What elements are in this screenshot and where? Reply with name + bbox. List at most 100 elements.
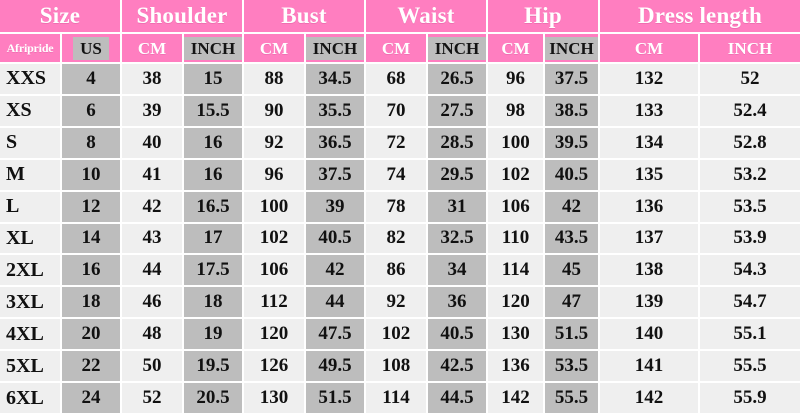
brand-label: Afripride [6,41,54,55]
measurement-cell: 28.5 [428,127,488,158]
header-group-dress-length: Dress length [637,3,762,28]
measurement-cell: 134 [600,127,700,158]
measurement-cell: 100 [244,191,306,222]
measurement-cell: 102 [366,319,428,350]
measurement-cell: 133 [600,95,700,126]
measurement-cell: 120 [244,319,306,350]
measurement-cell: 102 [244,223,306,254]
table-row: M 10 41 16 96 37.5 74 29.5 102 40.5 135 53.2 [0,159,800,192]
measurement-cell: 24 [62,383,122,413]
header-unit-label: CM [634,38,664,58]
measurement-cell: 42 [306,255,366,286]
header-unit-cell-2: CM [122,34,184,62]
measurement-cell: 15 [184,64,244,94]
measurement-cell: 90 [244,95,306,126]
measurement-cell: 42 [122,191,184,222]
table-row: L 12 42 16.5 100 39 78 31 106 42 136 53.5 [0,191,800,224]
measurement-cell: 50 [122,351,184,382]
measurement-cell: 130 [244,383,306,413]
measurement-cell: 6 [62,95,122,126]
measurement-cell: 37.5 [306,159,366,190]
measurement-cell: 40.5 [306,223,366,254]
measurement-cell: 54.3 [700,255,800,286]
measurement-cell: 55.1 [700,319,800,350]
measurement-cell: 106 [488,191,545,222]
measurement-cell: 53.2 [700,159,800,190]
size-label-cell: XS [0,95,62,126]
header-unit-label: CM [259,38,289,58]
measurement-cell: 106 [244,255,306,286]
measurement-cell: 38 [122,64,184,94]
header-unit-cell-3: INCH [184,34,244,62]
size-label-cell: L [0,191,62,222]
measurement-cell: 22 [62,351,122,382]
header-unit-label: CM [381,38,411,58]
measurement-cell: 114 [366,383,428,413]
measurement-cell: 27.5 [428,95,488,126]
table-row: 4XL 20 48 19 120 47.5 102 40.5 130 51.5 140 55.1 [0,319,800,352]
measurement-cell: 45 [545,255,600,286]
measurement-cell: 102 [488,159,545,190]
measurement-cell: 12 [62,191,122,222]
measurement-cell: 110 [488,223,545,254]
header-unit-cell-8: CM [488,34,545,62]
measurement-cell: 16 [184,127,244,158]
measurement-cell: 78 [366,191,428,222]
measurement-cell: 47.5 [306,319,366,350]
measurement-cell: 38.5 [545,95,600,126]
measurement-cell: 100 [488,127,545,158]
measurement-cell: 52 [700,64,800,94]
header-unit-label: INCH [545,36,598,60]
measurement-cell: 42 [545,191,600,222]
measurement-cell: 37.5 [545,64,600,94]
measurement-cell: 48 [122,319,184,350]
table-row: 3XL 18 46 18 112 44 92 36 120 47 139 54.7 [0,287,800,320]
measurement-cell: 52.4 [700,95,800,126]
measurement-cell: 82 [366,223,428,254]
measurement-cell: 19.5 [184,351,244,382]
measurement-cell: 49.5 [306,351,366,382]
header-unit-label: US [73,36,109,60]
measurement-cell: 136 [488,351,545,382]
header-unit-cell-7: INCH [428,34,488,62]
header-unit-label: INCH [428,36,486,60]
measurement-cell: 17.5 [184,255,244,286]
measurement-cell: 41 [122,159,184,190]
measurement-cell: 53.9 [700,223,800,254]
table-row: 6XL 24 52 20.5 130 51.5 114 44.5 142 55.5 142 55.9 [0,383,800,413]
measurement-cell: 138 [600,255,700,286]
measurement-cell: 47 [545,287,600,318]
measurement-cell: 74 [366,159,428,190]
measurement-cell: 120 [488,287,545,318]
measurement-cell: 40.5 [428,319,488,350]
measurement-cell: 88 [244,64,306,94]
measurement-cell: 17 [184,223,244,254]
measurement-cell: 53.5 [700,191,800,222]
measurement-cell: 98 [488,95,545,126]
measurement-cell: 126 [244,351,306,382]
header-group-hip: Hip [488,0,600,32]
table-body: XXS 4 38 15 88 34.5 68 26.5 96 37.5 132 52 XS 6 39 15.5… [0,64,800,413]
measurement-cell: 44 [306,287,366,318]
header-unit-row: Afripride US CM INCH CM INCH CM INCH CM INCH CM INC… [0,32,800,64]
measurement-cell: 51.5 [545,319,600,350]
measurement-cell: 43 [122,223,184,254]
measurement-cell: 136 [600,191,700,222]
measurement-cell: 86 [366,255,428,286]
measurement-cell: 31 [428,191,488,222]
measurement-cell: 142 [600,383,700,413]
measurement-cell: 16 [184,159,244,190]
header-unit-label: CM [501,38,530,58]
measurement-cell: 4 [62,64,122,94]
measurement-cell: 20.5 [184,383,244,413]
measurement-cell: 18 [62,287,122,318]
header-group-shoulder: Shoulder [122,0,244,32]
measurement-cell: 96 [488,64,545,94]
size-label-cell: S [0,127,62,158]
measurement-cell: 132 [600,64,700,94]
measurement-cell: 16 [62,255,122,286]
measurement-cell: 32.5 [428,223,488,254]
measurement-cell: 19 [184,319,244,350]
measurement-cell: 68 [366,64,428,94]
size-label-cell: XL [0,223,62,254]
